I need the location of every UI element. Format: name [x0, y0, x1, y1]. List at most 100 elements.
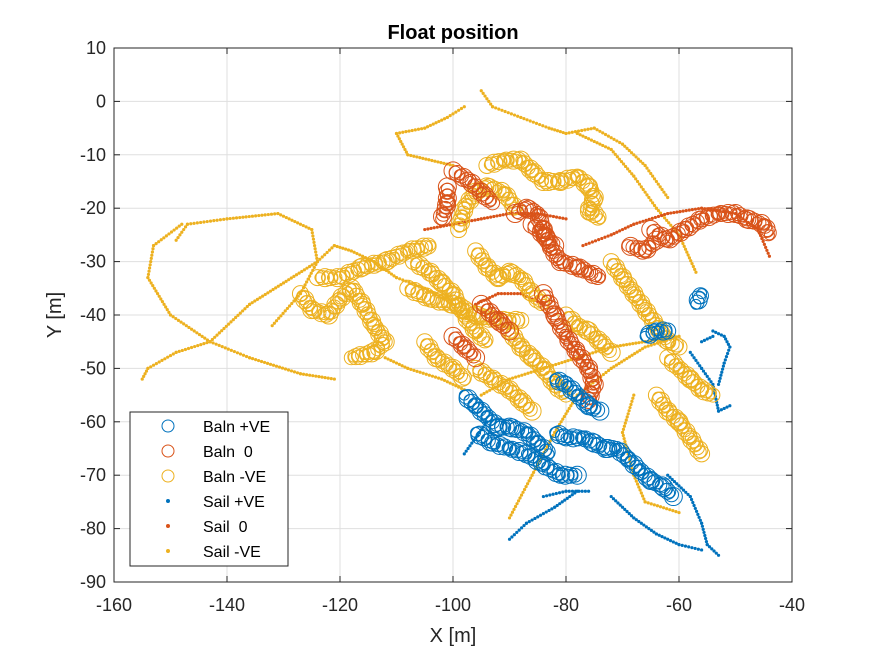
data-point [258, 296, 262, 300]
y-tick-label: -80 [80, 519, 106, 539]
data-point [707, 377, 711, 381]
data-point [525, 164, 539, 178]
data-point [618, 229, 622, 233]
data-point [696, 207, 701, 211]
data-point [515, 530, 519, 535]
data-point [412, 154, 416, 158]
data-point [589, 268, 607, 286]
data-point [510, 510, 515, 514]
data-point [637, 182, 642, 186]
data-point [623, 440, 627, 444]
data-point [218, 218, 223, 222]
data-point [567, 131, 571, 135]
data-point [530, 518, 534, 522]
data-point [705, 374, 709, 379]
data-point [484, 307, 502, 325]
data-point [168, 313, 173, 317]
data-point [553, 505, 557, 509]
data-point [290, 218, 294, 222]
data-point [718, 204, 738, 224]
data-point [557, 429, 575, 447]
data-point [700, 548, 704, 552]
data-point [568, 494, 572, 499]
data-point [305, 266, 309, 270]
data-point [430, 158, 434, 163]
data-point [171, 352, 175, 356]
data-point [763, 229, 775, 241]
data-point [690, 546, 694, 550]
data-point [415, 369, 419, 373]
data-point [562, 414, 566, 419]
data-point [466, 348, 486, 368]
data-point [151, 284, 155, 288]
data-point [716, 382, 721, 387]
data-point [217, 343, 221, 347]
data-point [611, 497, 616, 501]
data-point [442, 161, 446, 165]
data-point [666, 195, 670, 200]
data-point [512, 507, 516, 511]
x-tick-label: -160 [96, 595, 132, 615]
data-point [722, 406, 726, 411]
data-point [716, 409, 721, 413]
data-point [436, 160, 440, 164]
data-point [426, 227, 430, 231]
data-point [205, 219, 209, 224]
data-point [525, 118, 529, 122]
data-point [584, 242, 588, 246]
data-point [523, 372, 527, 376]
data-point [702, 530, 706, 535]
data-point [195, 221, 199, 225]
data-point [690, 262, 694, 266]
data-point [728, 345, 732, 349]
data-point [679, 486, 683, 490]
data-point [159, 238, 163, 242]
data-point [668, 539, 673, 543]
data-point [281, 214, 286, 218]
data-point [687, 256, 692, 260]
data-point [647, 322, 665, 340]
data-point [307, 226, 311, 230]
data-point [394, 276, 399, 280]
data-point [691, 287, 709, 305]
data-point [659, 213, 664, 218]
data-point [343, 350, 359, 366]
x-tick-label: -80 [553, 595, 579, 615]
data-point [262, 360, 267, 365]
data-point [174, 316, 178, 321]
data-point [274, 286, 278, 290]
data-point [645, 166, 649, 170]
data-point [146, 272, 151, 277]
data-point [563, 360, 567, 364]
data-point [597, 338, 615, 356]
data-point [678, 209, 682, 214]
data-point [687, 545, 691, 549]
data-point [430, 374, 435, 378]
data-point [694, 358, 698, 362]
data-point [590, 240, 594, 244]
data-point [704, 539, 709, 544]
data-point [727, 348, 731, 352]
data-point [323, 253, 327, 257]
data-point [314, 250, 318, 254]
data-point [263, 292, 267, 297]
data-point [457, 340, 471, 354]
data-point [162, 302, 166, 306]
data-point [301, 223, 305, 228]
data-point [629, 223, 633, 228]
data-point [632, 222, 636, 226]
data-point [587, 489, 591, 493]
data-point [404, 150, 408, 154]
data-layer [140, 89, 777, 557]
data-point [263, 213, 267, 217]
data-point [577, 489, 581, 493]
data-point [761, 239, 765, 244]
data-point [272, 321, 276, 325]
data-point [707, 545, 712, 549]
data-point [739, 210, 759, 230]
data-point [557, 491, 562, 495]
data-point [647, 527, 651, 531]
data-point [583, 128, 587, 132]
data-point [581, 264, 597, 280]
data-point [468, 444, 472, 448]
